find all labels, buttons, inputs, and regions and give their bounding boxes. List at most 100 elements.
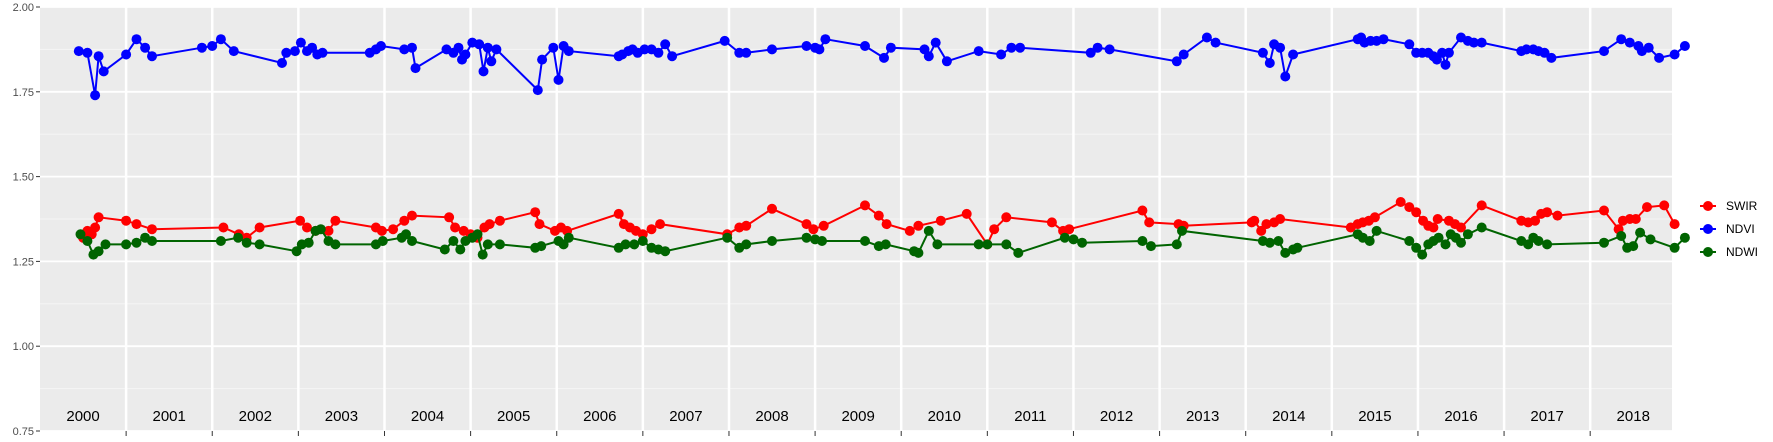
data-point-swir xyxy=(1432,214,1443,224)
data-point-ndwi xyxy=(439,244,450,255)
data-point-swir xyxy=(388,224,399,235)
data-point-ndwi xyxy=(1433,232,1444,243)
data-point-ndvi xyxy=(1378,34,1389,45)
year-label: 2005 xyxy=(497,408,530,425)
data-point-ndvi xyxy=(478,66,489,77)
year-label: 2013 xyxy=(1186,408,1219,425)
data-point-ndwi xyxy=(629,239,640,250)
data-point-swir xyxy=(1144,217,1155,228)
data-point-ndwi xyxy=(973,239,984,250)
data-point-swir xyxy=(1046,217,1057,228)
data-point-swir xyxy=(1630,214,1641,224)
data-point-swir xyxy=(399,215,410,226)
data-point-ndvi xyxy=(532,85,543,96)
data-point-ndwi xyxy=(1371,225,1382,236)
data-point-ndvi xyxy=(93,51,104,62)
data-point-ndwi xyxy=(741,239,752,250)
data-point-ndwi xyxy=(913,247,924,258)
data-point-ndwi xyxy=(147,236,157,246)
data-point-ndvi xyxy=(885,42,896,53)
data-point-ndwi xyxy=(401,229,411,240)
data-point-swir xyxy=(935,215,946,226)
data-point-ndvi xyxy=(1006,42,1017,53)
data-point-ndwi xyxy=(722,232,733,243)
data-point-ndvi xyxy=(295,37,306,48)
data-point-ndvi xyxy=(1201,32,1212,43)
data-point-ndwi xyxy=(121,239,132,250)
data-point-ndvi xyxy=(317,47,328,58)
data-point-ndvi xyxy=(941,56,952,67)
data-point-ndwi xyxy=(1628,241,1639,252)
data-point-ndwi xyxy=(241,237,252,248)
data-point-ndwi xyxy=(1059,232,1070,243)
data-point-swir xyxy=(302,222,312,233)
data-point-swir xyxy=(147,224,157,235)
data-point-ndwi xyxy=(620,239,631,250)
data-point-ndwi xyxy=(1417,249,1428,260)
data-point-swir xyxy=(646,224,657,235)
year-label: 2006 xyxy=(583,408,616,425)
data-point-ndvi xyxy=(1679,41,1690,51)
data-point-ndwi xyxy=(1440,239,1451,250)
data-point-ndwi xyxy=(982,239,993,250)
data-point-swir xyxy=(1395,197,1406,207)
data-point-swir xyxy=(254,222,265,233)
data-point-ndvi xyxy=(147,51,157,62)
year-label: 2002 xyxy=(239,408,272,425)
data-point-swir xyxy=(1064,224,1075,235)
data-point-ndvi xyxy=(1275,42,1286,53)
data-point-ndvi xyxy=(1431,54,1442,65)
data-point-ndwi xyxy=(494,239,505,250)
y-tick-label: 1.50 xyxy=(13,172,34,184)
data-point-ndvi xyxy=(660,39,671,50)
data-point-ndvi xyxy=(140,42,151,53)
data-point-ndwi xyxy=(215,236,226,246)
data-point-swir xyxy=(913,220,924,231)
legend-label: SWIR xyxy=(1726,199,1758,213)
data-point-swir xyxy=(961,208,972,219)
data-point-swir xyxy=(131,219,142,230)
data-point-ndvi xyxy=(491,44,502,55)
data-point-swir xyxy=(218,222,229,233)
data-point-swir xyxy=(741,220,752,231)
data-point-swir xyxy=(1530,215,1541,226)
data-point-swir xyxy=(1428,222,1439,233)
data-point-ndvi xyxy=(121,49,132,60)
y-tick-label: 1.25 xyxy=(13,256,34,268)
data-point-swir xyxy=(860,200,870,211)
data-point-swir xyxy=(376,225,387,236)
data-point-ndwi xyxy=(1364,236,1375,246)
data-point-swir xyxy=(818,220,829,231)
year-label: 2018 xyxy=(1617,408,1650,425)
data-point-ndvi xyxy=(1264,58,1275,68)
data-point-swir xyxy=(121,215,132,226)
data-point-ndvi xyxy=(1171,56,1182,67)
data-point-swir xyxy=(1552,210,1563,221)
data-point-ndwi xyxy=(1635,227,1646,238)
data-point-swir xyxy=(1137,205,1148,216)
data-point-ndwi xyxy=(1013,247,1024,258)
data-series xyxy=(73,32,1690,260)
data-point-ndvi xyxy=(82,47,93,58)
data-point-ndvi xyxy=(73,46,84,57)
data-point-ndwi xyxy=(472,229,483,240)
data-point-swir xyxy=(444,212,455,223)
data-point-ndwi xyxy=(923,225,934,236)
data-point-swir xyxy=(873,210,884,221)
data-point-ndwi xyxy=(563,232,574,243)
data-point-ndvi xyxy=(1616,34,1627,45)
data-point-swir xyxy=(801,219,812,230)
data-point-ndwi xyxy=(1476,222,1487,233)
data-point-ndvi xyxy=(1539,47,1550,58)
data-point-ndvi xyxy=(228,46,239,57)
year-label: 2014 xyxy=(1272,408,1305,425)
data-point-swir xyxy=(655,219,666,230)
data-point-ndvi xyxy=(1468,37,1479,48)
data-point-ndwi xyxy=(660,246,671,257)
data-point-ndvi xyxy=(474,39,485,50)
year-label: 2000 xyxy=(66,408,99,425)
data-point-ndwi xyxy=(801,232,812,243)
data-point-swir xyxy=(613,208,624,219)
data-point-ndvi xyxy=(1015,42,1026,53)
data-point-swir xyxy=(1404,202,1415,213)
